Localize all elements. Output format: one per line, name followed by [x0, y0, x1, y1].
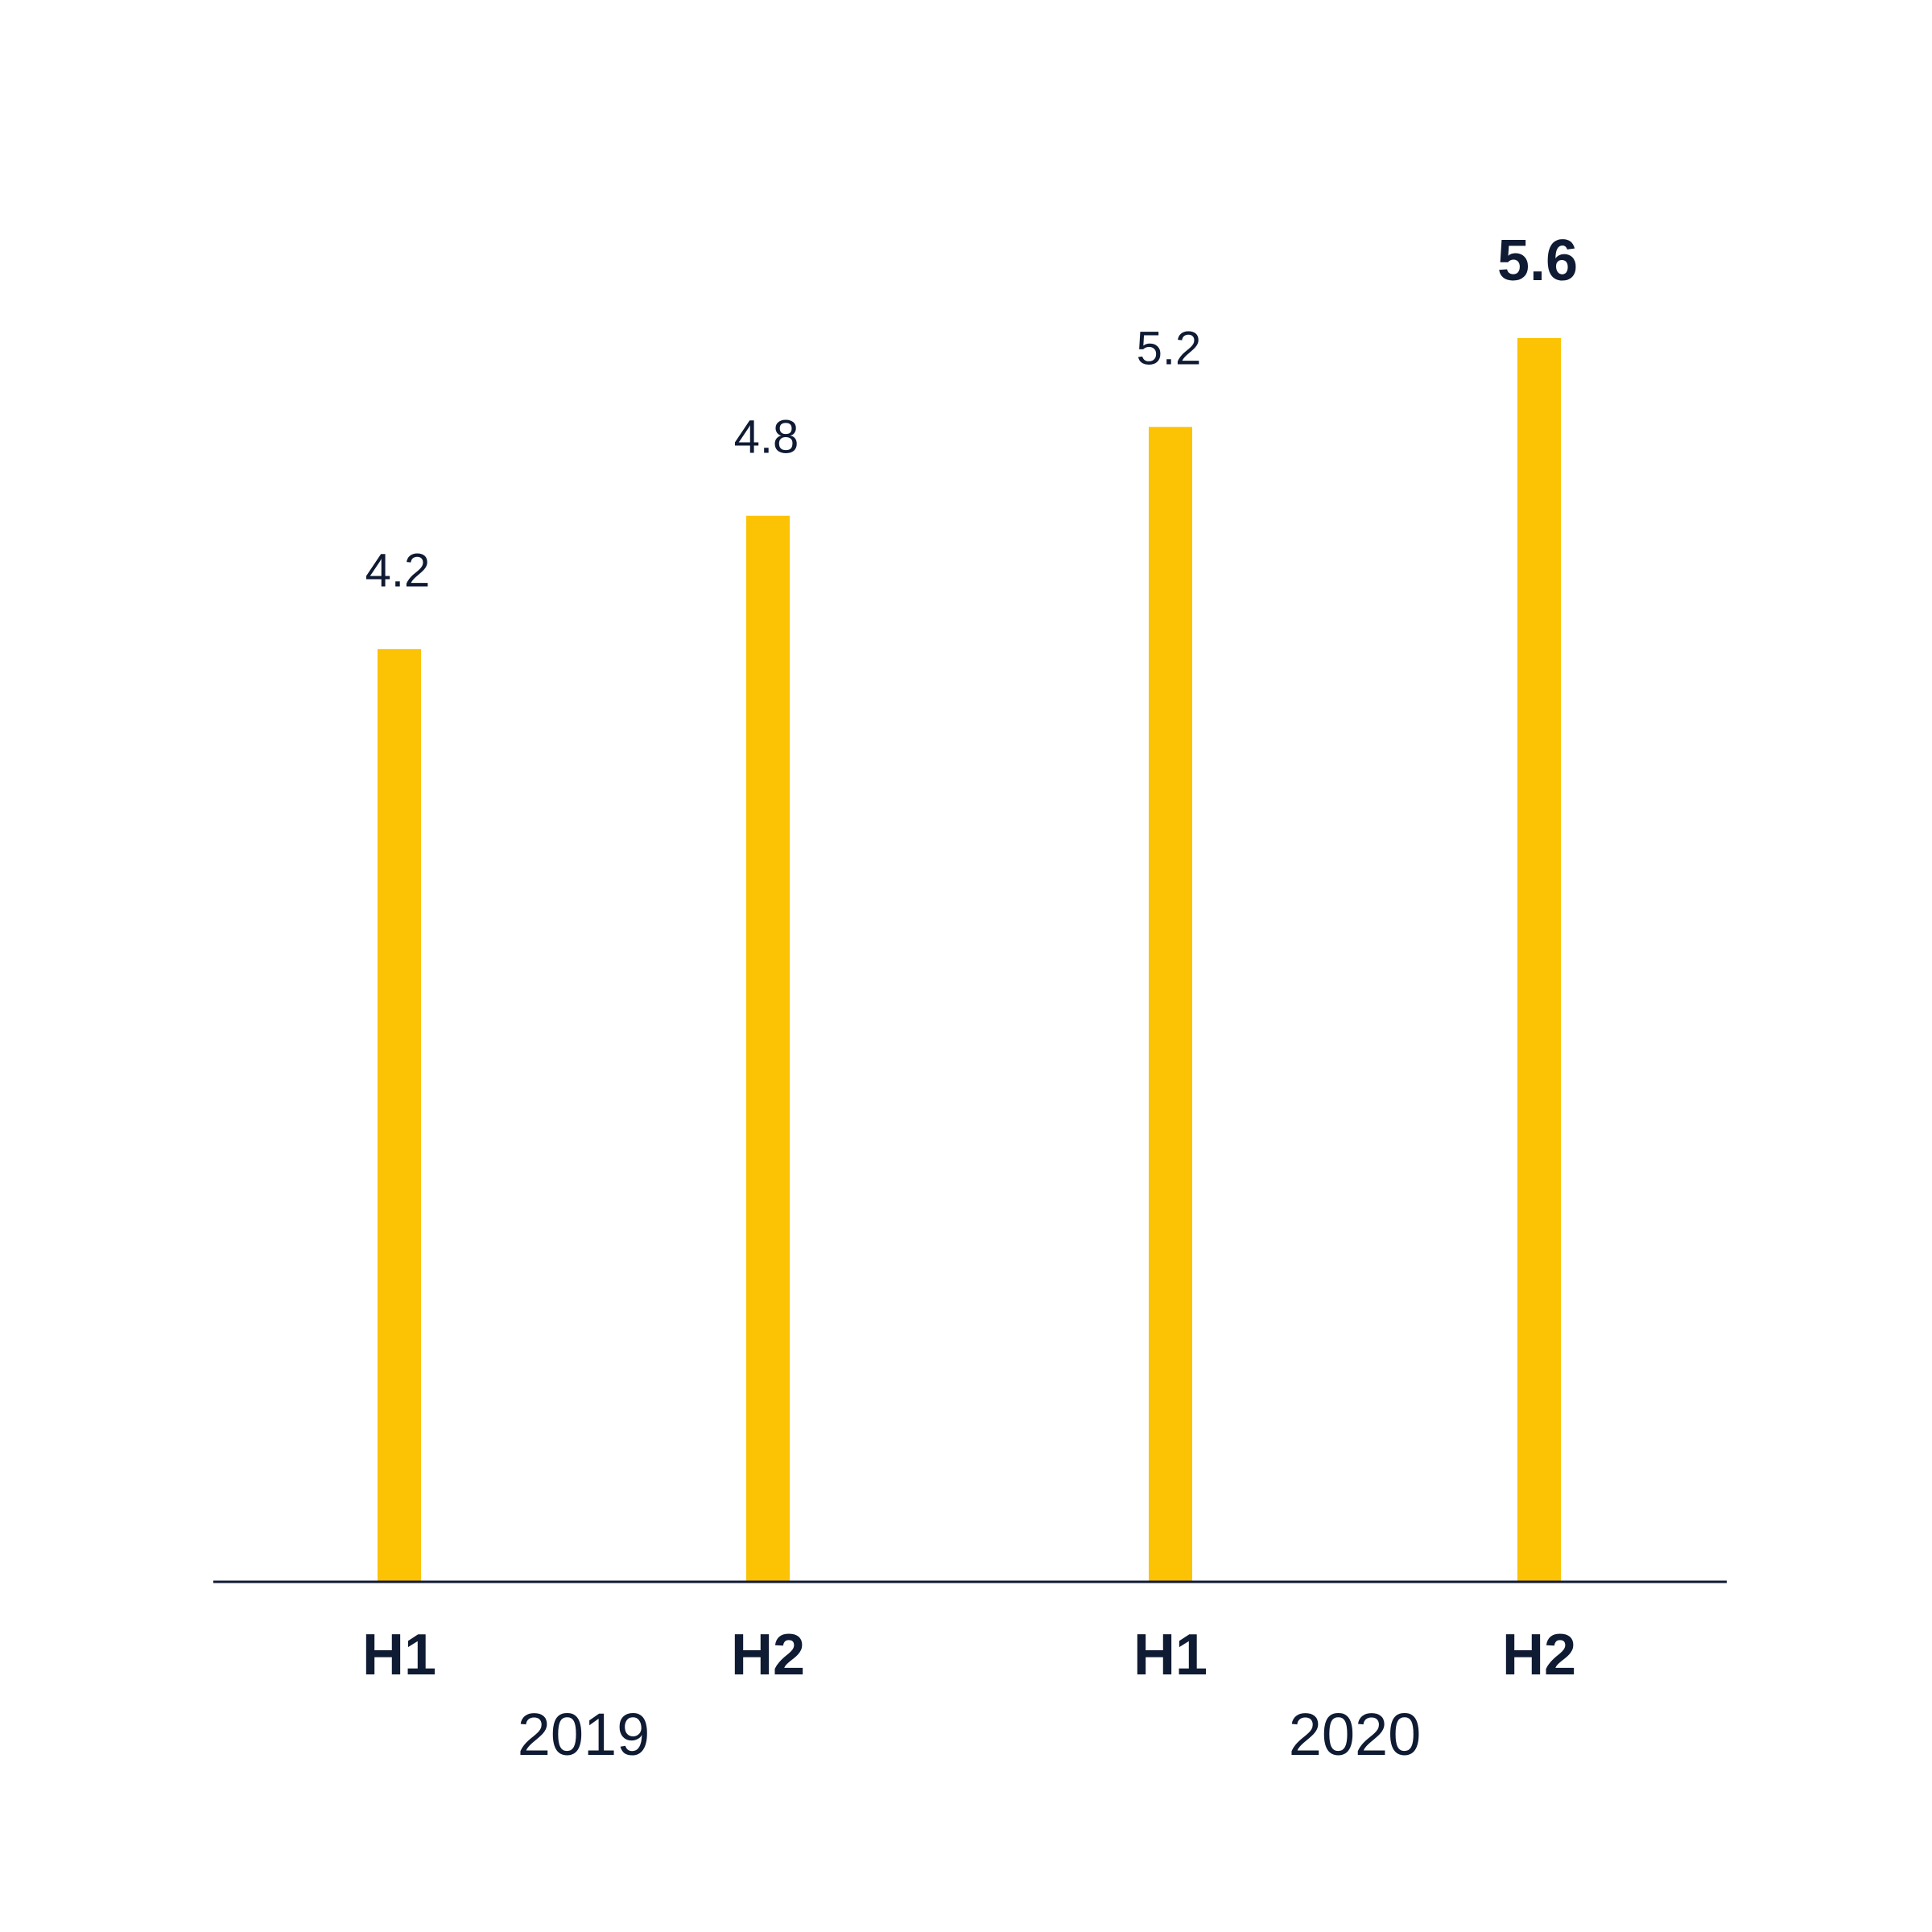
- bar-4: [1517, 338, 1561, 1582]
- value-label-2: 4.8: [734, 411, 799, 464]
- x-group-label-2019: 2019: [518, 1701, 650, 1768]
- x-tick-labels-layer: H1 H2 H1 H2: [362, 1623, 1576, 1687]
- x-group-label-2020: 2020: [1289, 1701, 1422, 1768]
- value-label-3: 5.2: [1137, 322, 1202, 374]
- value-label-4: 5.6: [1497, 229, 1578, 293]
- x-group-labels-layer: 2019 2020: [518, 1701, 1422, 1768]
- x-tick-label-1: H1: [362, 1623, 436, 1687]
- value-label-1: 4.2: [365, 544, 431, 597]
- x-tick-label-2: H2: [731, 1623, 805, 1687]
- bar-3: [1149, 427, 1192, 1582]
- x-tick-label-4: H2: [1502, 1623, 1576, 1687]
- x-tick-label-3: H1: [1133, 1623, 1208, 1687]
- bar-1: [378, 649, 421, 1582]
- value-labels-layer: 4.2 4.8 5.2 5.6: [365, 229, 1578, 597]
- bar-2: [746, 515, 790, 1582]
- bars-layer: [378, 338, 1561, 1582]
